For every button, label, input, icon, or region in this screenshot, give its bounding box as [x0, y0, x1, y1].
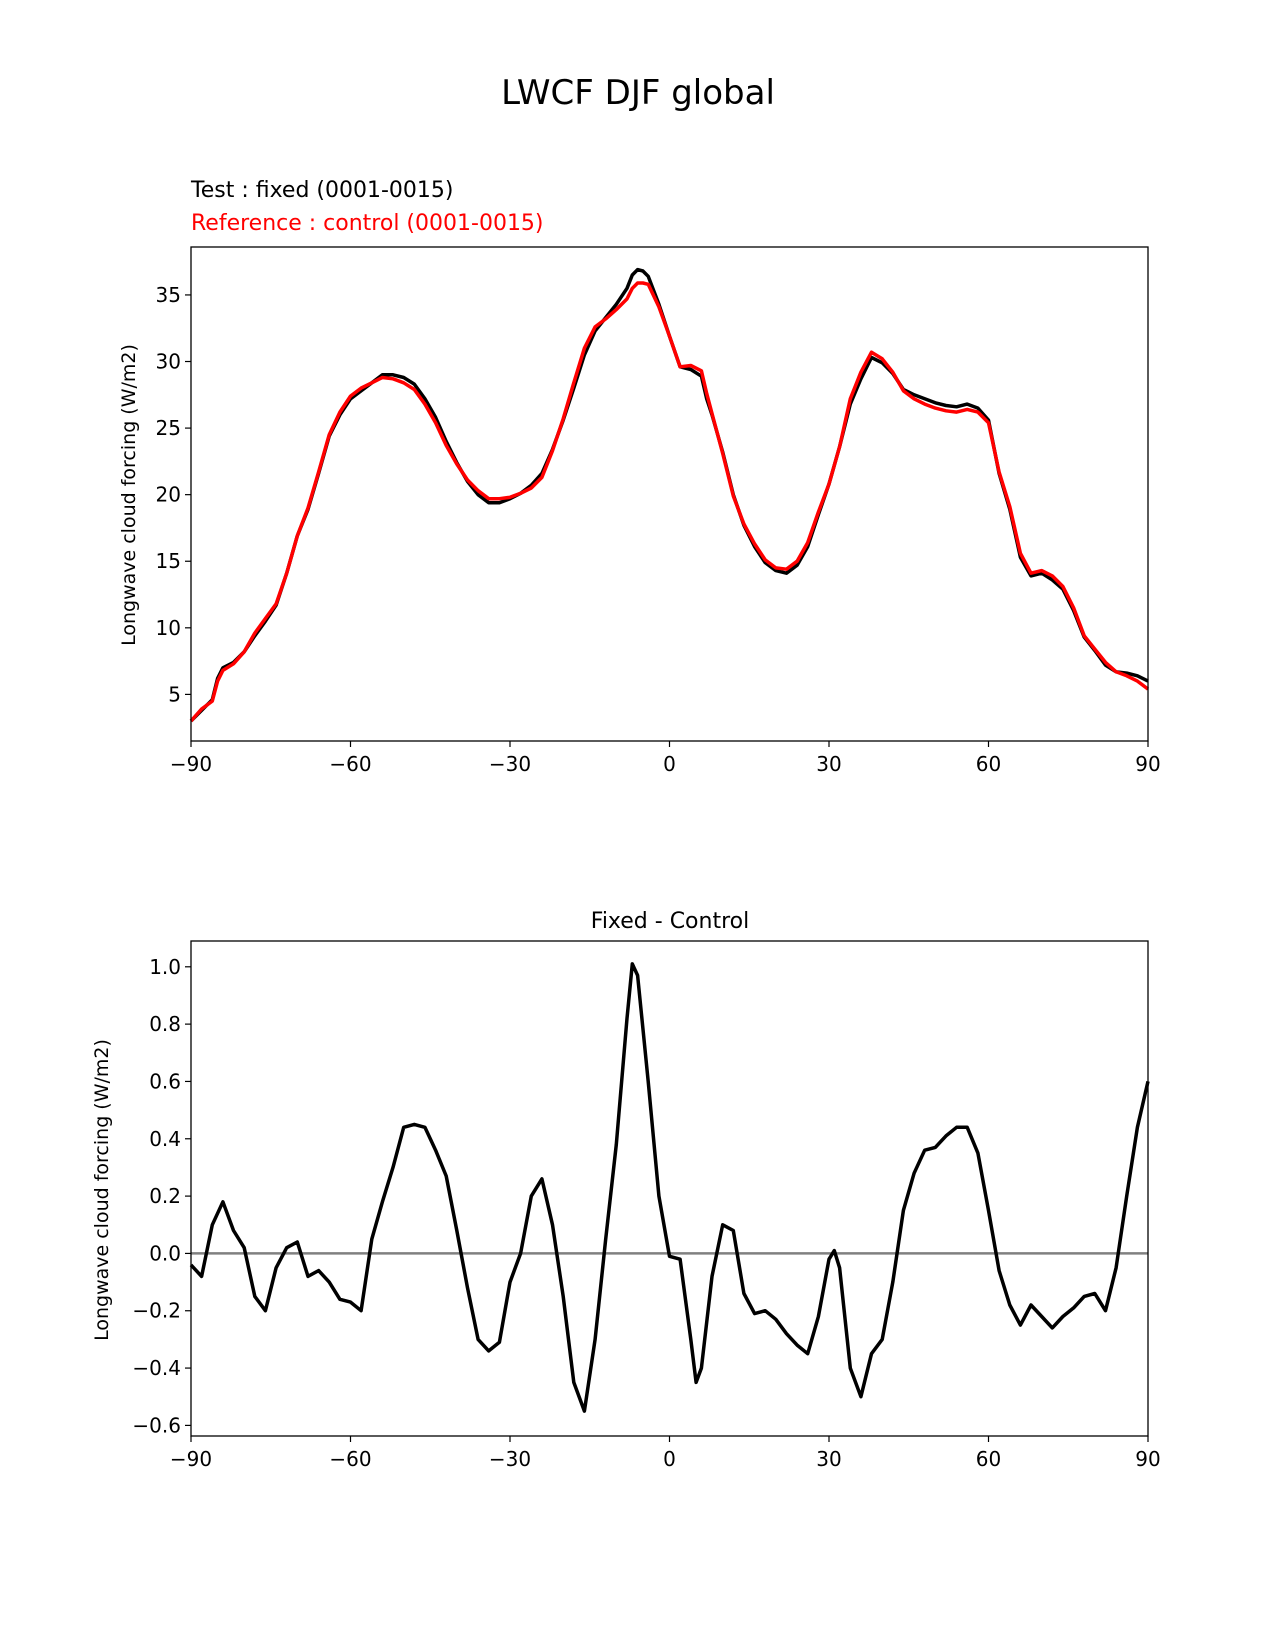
bottom-ylabel: Longwave cloud forcing (W/m2) — [91, 1039, 113, 1341]
y-tick-label: 0.0 — [149, 1241, 181, 1265]
x-tick-label: −90 — [170, 752, 212, 776]
x-tick-label: 60 — [976, 1447, 1001, 1471]
top-ylabel: Longwave cloud forcing (W/m2) — [118, 344, 140, 646]
y-tick-label: 20 — [156, 483, 181, 507]
x-tick-label: 30 — [816, 752, 841, 776]
y-tick-label: 0.8 — [149, 1012, 181, 1036]
y-tick-label: −0.2 — [132, 1299, 181, 1323]
x-tick-label: 90 — [1135, 752, 1160, 776]
series-line-fixed-control — [189, 962, 1150, 1413]
x-tick-label: 90 — [1135, 1447, 1160, 1471]
x-tick-label: −60 — [329, 752, 371, 776]
x-tick-label: 0 — [663, 752, 676, 776]
y-tick-label: 0.2 — [149, 1184, 181, 1208]
y-tick-label: −0.6 — [132, 1413, 181, 1437]
y-tick-label: −0.4 — [132, 1356, 181, 1380]
y-tick-label: 0.6 — [149, 1069, 181, 1093]
y-tick-label: 1.0 — [149, 955, 181, 979]
reference-subtitle: Reference : control (0001-0015) — [191, 211, 544, 236]
y-tick-label: 35 — [156, 283, 181, 307]
series-line-reference — [189, 281, 1150, 723]
diff-plot-title: Fixed - Control — [591, 909, 749, 934]
figure-title: LWCF DJF global — [501, 73, 775, 113]
top-plot: −90 −60 −30 0 30 60 90 5 10 15 20 25 30 35 — [156, 246, 1161, 776]
plot-frame — [190, 940, 1149, 1437]
y-tick-label: 15 — [156, 549, 181, 573]
y-tick-label: 25 — [156, 416, 181, 440]
x-tick-label: −30 — [489, 1447, 531, 1471]
x-tick-label: −30 — [489, 752, 531, 776]
y-tick-label: 10 — [156, 616, 181, 640]
y-tick-label: 0.4 — [149, 1127, 181, 1151]
x-tick-label: 60 — [976, 752, 1001, 776]
x-tick-label: −90 — [170, 1447, 212, 1471]
test-subtitle: Test : fixed (0001-0015) — [190, 178, 454, 203]
y-tick-label: 5 — [168, 682, 181, 706]
diff-plot: −90 −60 −30 0 30 60 90 −0.6 −0.4 −0.2 0.0 0.2 0.4 0.6… — [132, 940, 1161, 1471]
x-tick-label: −60 — [329, 1447, 371, 1471]
x-tick-label: 0 — [663, 1447, 676, 1471]
x-tick-label: 30 — [816, 1447, 841, 1471]
y-tick-label: 30 — [156, 350, 181, 374]
